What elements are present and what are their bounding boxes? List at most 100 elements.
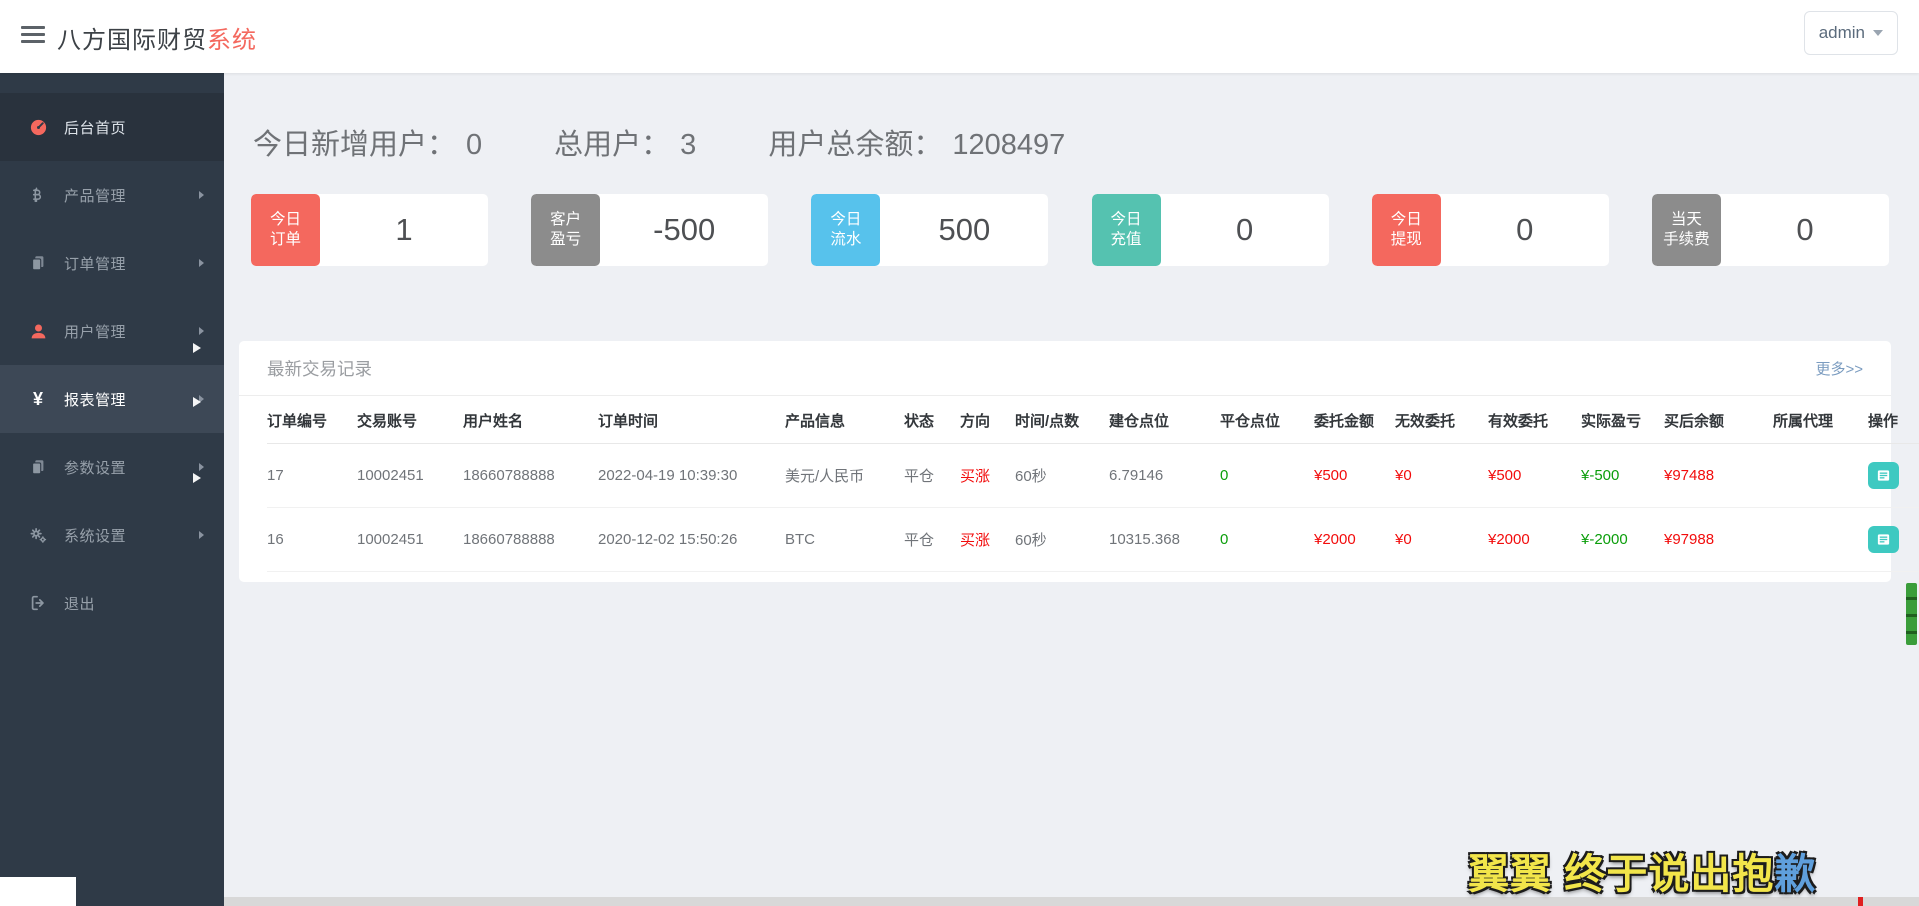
- column-header: 建仓点位: [1109, 396, 1220, 444]
- stat-card: 当天 手续费 0: [1651, 194, 1889, 266]
- table-cell: 16: [267, 507, 357, 572]
- watermark-blue-text: 歉: [1774, 851, 1817, 897]
- tachometer-icon: [24, 118, 52, 137]
- sidebar-item-0[interactable]: 后台首页: [0, 93, 224, 161]
- stat-card-value: 0: [1235, 212, 1254, 247]
- stat-card-value: 0: [1796, 212, 1814, 247]
- sidebar-item-label: 报表管理: [64, 391, 127, 409]
- table-cell: 平仓: [904, 443, 960, 508]
- corner-white-box: [0, 877, 76, 906]
- gears-icon: [24, 526, 52, 545]
- main-content: 今日新增用户： 0 总用户： 3 用户总余额： 1208497 今日 订单 1 客户 盈亏 -500…: [224, 73, 1919, 906]
- column-header: 状态: [904, 396, 960, 444]
- sidebar-item-2[interactable]: 订单管理: [0, 229, 224, 297]
- column-header: 所属代理: [1773, 396, 1868, 444]
- sidebar-item-1[interactable]: 产品管理: [0, 161, 224, 229]
- table-cell: ¥0: [1395, 443, 1488, 508]
- stat-card-label: 当天 手续费: [1651, 194, 1721, 266]
- sidebar-item-3[interactable]: 用户管理: [0, 297, 224, 365]
- overlay-arrow-icon: [193, 397, 201, 407]
- more-link[interactable]: 更多>>: [1815, 360, 1863, 378]
- column-header: 产品信息: [785, 396, 904, 444]
- app-title: 八方国际财贸系统: [57, 20, 257, 55]
- operation-button[interactable]: [1868, 526, 1899, 553]
- stat-card: 客户 盈亏 -500: [531, 194, 769, 266]
- video-subtitle-watermark: 翼翼 终于说出抱歉: [1468, 840, 1816, 900]
- stat-card-value: 0: [1516, 212, 1534, 247]
- chevron-right-icon: [199, 463, 204, 471]
- stat-card: 今日 流水 500: [811, 194, 1049, 266]
- hamburger-menu-icon[interactable]: [21, 26, 45, 46]
- chevron-down-icon: [1873, 30, 1883, 36]
- sidebar-item-label: 退出: [64, 595, 96, 613]
- summary-stat: 今日新增用户： 0: [253, 121, 482, 163]
- column-header: 订单编号: [267, 396, 357, 444]
- table-cell: 0: [1220, 507, 1314, 572]
- sidebar-item-5[interactable]: 参数设置: [0, 433, 224, 501]
- summary-stat-label: 今日新增用户：: [253, 129, 457, 161]
- stat-card-value: 500: [938, 212, 991, 247]
- signout-icon: [24, 594, 52, 612]
- trades-table: 订单编号 交易账号 用户姓名 订单时间 产品信息 状态 方向 时间/点数 建仓点位 平仓点位 委托金…: [267, 396, 1919, 572]
- table-cell: ¥97988: [1664, 507, 1773, 572]
- app-title-main: 八方国际财贸: [57, 27, 207, 54]
- sidebar: 后台首页 产品管理 订单管理用户管理 ¥ 报表管理参数设置系统设置退出: [0, 73, 224, 906]
- table-cell: ¥500: [1488, 443, 1581, 508]
- operation-button[interactable]: [1868, 462, 1899, 489]
- sidebar-item-7[interactable]: 退出: [0, 569, 224, 637]
- overlay-arrow-icon: [193, 473, 201, 483]
- table-cell: ¥500: [1314, 443, 1395, 508]
- sidebar-item-4[interactable]: ¥ 报表管理: [0, 365, 224, 433]
- table-cell: ¥-500: [1581, 443, 1664, 508]
- sidebar-item-label: 系统设置: [64, 527, 127, 545]
- table-cell: 美元/人民币: [785, 443, 904, 508]
- stat-cards: 今日 订单 1 客户 盈亏 -500 今日 流水 500 今日 充值 0 今日 提现 0 当天 手续费 0: [251, 194, 1889, 266]
- top-header: 八方国际财贸系统 admin: [0, 0, 1919, 73]
- panel-body: 订单编号 交易账号 用户姓名 订单时间 产品信息 状态 方向 时间/点数 建仓点位 平仓点位 委托金…: [239, 396, 1919, 582]
- table-cell: BTC: [785, 507, 904, 572]
- summary-stat-label: 用户总余额：: [768, 129, 943, 161]
- scrollbar-thumb[interactable]: [1906, 583, 1917, 645]
- summary-stats: 今日新增用户： 0 总用户： 3 用户总余额： 1208497: [253, 121, 1137, 163]
- sidebar-item-6[interactable]: 系统设置: [0, 501, 224, 569]
- sidebar-item-label: 用户管理: [64, 323, 127, 341]
- stat-card: 今日 提现 0: [1371, 194, 1609, 266]
- table-cell: ¥2000: [1488, 507, 1581, 572]
- summary-stat-value: 1208497: [952, 129, 1066, 161]
- chevron-right-icon: [199, 259, 204, 267]
- column-header: 交易账号: [357, 396, 463, 444]
- table-cell: 10002451: [357, 507, 463, 572]
- stat-card-label: 今日 提现: [1371, 194, 1441, 266]
- copy-icon: [24, 254, 52, 272]
- table-header-row: 订单编号 交易账号 用户姓名 订单时间 产品信息 状态 方向 时间/点数 建仓点位 平仓点位 委托金…: [267, 396, 1919, 444]
- table-cell: 买涨: [960, 507, 1015, 572]
- table-cell: ¥2000: [1314, 507, 1395, 572]
- table-cell: 60秒: [1015, 443, 1109, 508]
- bitcoin-icon: [24, 186, 52, 204]
- column-header: 用户姓名: [463, 396, 598, 444]
- table-cell: ¥97488: [1664, 443, 1773, 508]
- column-header: 时间/点数: [1015, 396, 1109, 444]
- column-header: 方向: [960, 396, 1015, 444]
- sidebar-item-label: 参数设置: [64, 459, 127, 477]
- column-header: 买后余额: [1664, 396, 1773, 444]
- table-cell: 平仓: [904, 507, 960, 572]
- stat-card-value: -500: [653, 212, 716, 247]
- table-cell: 17: [267, 443, 357, 508]
- column-header: 有效委托: [1488, 396, 1581, 444]
- table-cell: 60秒: [1015, 507, 1109, 572]
- table-cell: 10315.368: [1109, 507, 1220, 572]
- table-cell: 2020-12-02 15:50:26: [598, 507, 785, 572]
- summary-stat-value: 0: [466, 129, 483, 161]
- summary-stat-value: 3: [680, 129, 697, 161]
- user-dropdown-button[interactable]: admin: [1803, 11, 1898, 55]
- stat-card-value: 1: [395, 212, 413, 247]
- table-cell: [1773, 507, 1868, 572]
- app-title-accent: 系统: [207, 27, 257, 54]
- stat-card-label: 今日 订单: [251, 194, 320, 266]
- column-header: 委托金额: [1314, 396, 1395, 444]
- chevron-right-icon: [199, 191, 204, 199]
- sidebar-menu: 后台首页 产品管理 订单管理用户管理 ¥ 报表管理参数设置系统设置退出: [0, 73, 224, 637]
- column-header: 实际盈亏: [1581, 396, 1664, 444]
- chevron-right-icon: [199, 395, 204, 403]
